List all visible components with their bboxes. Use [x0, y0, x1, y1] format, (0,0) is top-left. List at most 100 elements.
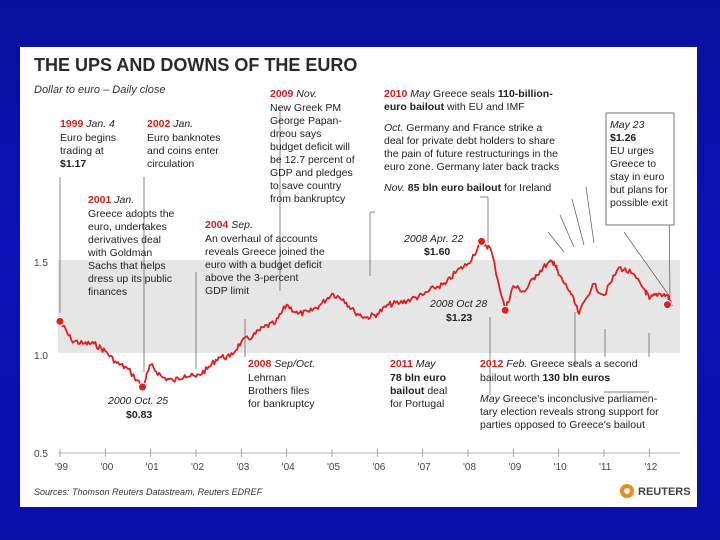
annotation-2012: 2012 Feb. Greece seals a second bailout … — [480, 358, 659, 431]
svg-text:2012 Feb. Greece seals a secon: 2012 Feb. Greece seals a second — [480, 358, 638, 370]
svg-text:possible exit: possible exit — [610, 197, 668, 209]
svg-text:reveals Greece joined the: reveals Greece joined the — [205, 246, 325, 258]
svg-text:Euro begins: Euro begins — [60, 132, 116, 144]
highlight-point — [138, 382, 148, 392]
svg-text:$1.26: $1.26 — [610, 132, 636, 144]
x-tick-label: '12 — [644, 462, 657, 473]
highlight-point — [55, 316, 65, 326]
svg-text:finances: finances — [88, 286, 127, 298]
svg-text:An overhaul of accounts: An overhaul of accounts — [205, 233, 318, 245]
svg-text:May Greece's inconclusive parl: May Greece's inconclusive parliamen- — [480, 393, 658, 405]
svg-text:GDP and pledges: GDP and pledges — [270, 167, 353, 179]
svg-text:dreou says: dreou says — [270, 128, 321, 140]
svg-text:euro with a budget deficit: euro with a budget deficit — [205, 259, 322, 271]
svg-text:stay in euro: stay in euro — [610, 171, 664, 183]
svg-text:budget deficit will: budget deficit will — [270, 141, 350, 153]
svg-text:2011 May: 2011 May — [390, 358, 436, 370]
label-2000-oct: 2000 Oct. 25 $0.83 — [107, 395, 168, 421]
x-tick-label: '06 — [372, 462, 385, 473]
brand-label: REUTERS — [638, 486, 691, 498]
svg-text:Oct. Germany and France strike: Oct. Germany and France strike a — [384, 122, 542, 134]
svg-text:1999 Jan. 4: 1999 Jan. 4 — [60, 118, 115, 130]
svg-text:Euro banknotes: Euro banknotes — [147, 132, 221, 144]
x-tick-label: '09 — [508, 462, 521, 473]
svg-text:deal for private debt holders: deal for private debt holders to share — [384, 135, 555, 147]
x-tick-label: '02 — [191, 462, 204, 473]
annotation-2009-nov: 2009 Nov. New Greek PM George Papan- dre… — [270, 88, 355, 205]
annotation-2001: 2001 Jan. Greece adopts the euro, undert… — [87, 194, 175, 298]
y-tick-label: 1.0 — [34, 351, 48, 362]
svg-text:May 23: May 23 — [610, 119, 645, 131]
svg-text:euro bailout with EU and IMF: euro bailout with EU and IMF — [384, 101, 525, 113]
svg-text:parties opposed to Greece's ba: parties opposed to Greece's bailout — [480, 419, 645, 431]
annotation-2010: 2010 May Greece seals 110-billion- euro … — [384, 88, 559, 194]
x-tick-label: '11 — [599, 462, 612, 473]
annotation-2012-may23: May 23 $1.26 EU urges Greece to stay in … — [605, 112, 675, 226]
svg-text:dress up its public: dress up its public — [88, 273, 172, 285]
annotation-year: 1999 — [60, 118, 84, 130]
reuters-logo: REUTERS — [620, 484, 691, 498]
annotation-2008-sep: 2008 Sep/Oct. Lehman Brothers files for … — [248, 358, 315, 410]
svg-text:the pain of future restructuri: the pain of future restructurings in the — [384, 148, 558, 160]
svg-text:Greece adopts the: Greece adopts the — [88, 208, 175, 220]
annotation-2002: 2002 Jan. Euro banknotes and coins enter… — [147, 118, 221, 170]
svg-text:2010 May Greece seals 110-bill: 2010 May Greece seals 110-billion- — [384, 88, 553, 100]
x-tick-label: '05 — [327, 462, 340, 473]
svg-text:for bankruptcy: for bankruptcy — [248, 398, 315, 410]
svg-text:euro zone. Germany later back: euro zone. Germany later back tracks — [384, 161, 559, 173]
svg-text:$0.83: $0.83 — [126, 409, 152, 421]
y-tick-label: 0.5 — [34, 449, 48, 460]
chart-card: THE UPS AND DOWNS OF THE EURO Dollar to … — [20, 47, 697, 507]
svg-text:for Portugal: for Portugal — [390, 398, 444, 410]
svg-text:2008 Oct 28: 2008 Oct 28 — [429, 298, 487, 310]
annotation-2004: 2004 Sep. An overhaul of accounts reveal… — [205, 219, 325, 297]
annotation-1999: 1999 Jan. 4 Euro begins trading at $1.17 — [60, 118, 116, 170]
svg-text:derivatives deal: derivatives deal — [88, 234, 161, 246]
svg-text:George Papan-: George Papan- — [270, 115, 342, 127]
y-tick-label: 1.5 — [34, 258, 48, 269]
svg-text:Brothers files: Brothers files — [248, 385, 309, 397]
highlight-point — [500, 305, 510, 315]
svg-text:Lehman: Lehman — [248, 372, 286, 384]
svg-text:$1.17: $1.17 — [60, 158, 86, 170]
svg-text:Greece to: Greece to — [610, 158, 656, 170]
svg-text:78 bln euro: 78 bln euro — [390, 372, 446, 384]
chart: THE UPS AND DOWNS OF THE EURO Dollar to … — [34, 55, 691, 498]
svg-text:Nov. 85 bln euro bailout for I: Nov. 85 bln euro bailout for Ireland — [384, 182, 551, 194]
highlight-point — [662, 300, 672, 310]
svg-text:bailout deal: bailout deal — [390, 385, 447, 397]
svg-text:2000 Oct. 25: 2000 Oct. 25 — [107, 395, 168, 407]
svg-text:tary election reveals strong s: tary election reveals strong support for — [480, 406, 659, 418]
svg-text:GDP limit: GDP limit — [205, 285, 249, 297]
svg-text:with Goldman: with Goldman — [87, 247, 152, 259]
svg-text:euro, undertakes: euro, undertakes — [88, 221, 167, 233]
highlight-point — [477, 236, 487, 246]
x-tick-label: '07 — [418, 462, 431, 473]
label-2008-oct: 2008 Oct 28 $1.23 — [429, 298, 487, 324]
x-tick-label: '01 — [146, 462, 159, 473]
svg-text:2001 Jan.: 2001 Jan. — [88, 194, 134, 206]
svg-text:EU urges: EU urges — [610, 145, 654, 157]
svg-text:above the 3-percent: above the 3-percent — [205, 272, 298, 284]
x-tick-label: '99 — [55, 462, 68, 473]
svg-text:2009 Nov.: 2009 Nov. — [270, 88, 317, 100]
svg-text:2008 Sep/Oct.: 2008 Sep/Oct. — [248, 358, 315, 370]
svg-text:trading at: trading at — [60, 145, 104, 157]
svg-text:and coins enter: and coins enter — [147, 145, 219, 157]
svg-text:$1.60: $1.60 — [424, 246, 450, 258]
svg-text:Sachs that helps: Sachs that helps — [88, 260, 166, 272]
svg-text:circulation: circulation — [147, 158, 194, 170]
svg-text:2002 Jan.: 2002 Jan. — [147, 118, 193, 130]
label-2008-apr: 2008 Apr. 22 $1.60 — [403, 233, 464, 258]
svg-text:but plans for: but plans for — [610, 184, 668, 196]
svg-text:from bankruptcy: from bankruptcy — [270, 193, 346, 205]
svg-text:2008 Apr. 22: 2008 Apr. 22 — [403, 233, 464, 245]
svg-text:be 12.7 percent of: be 12.7 percent of — [270, 154, 355, 166]
svg-text:to save country: to save country — [270, 180, 342, 192]
x-tick-label: '04 — [282, 462, 295, 473]
svg-text:$1.23: $1.23 — [446, 312, 472, 324]
svg-text:2004 Sep.: 2004 Sep. — [205, 219, 253, 231]
svg-text:bailout worth 130 bln euros: bailout worth 130 bln euros — [480, 372, 610, 384]
svg-text:New Greek PM: New Greek PM — [270, 102, 341, 114]
chart-subtitle: Dollar to euro – Daily close — [34, 84, 165, 96]
